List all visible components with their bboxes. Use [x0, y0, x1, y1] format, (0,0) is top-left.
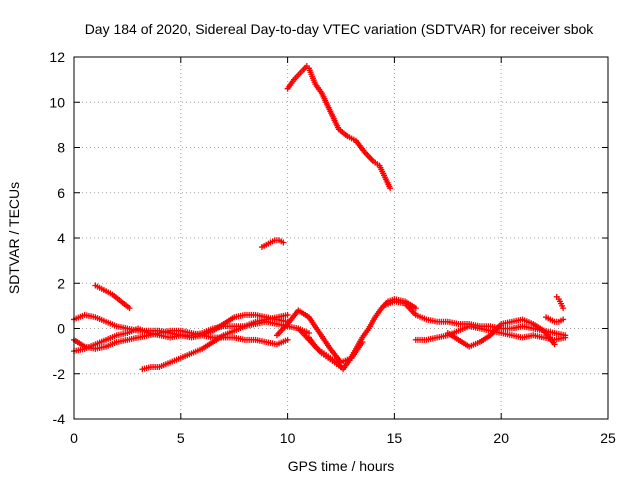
series-track-i — [295, 296, 419, 373]
y-tick-label: -4 — [53, 411, 66, 427]
x-tick-label: 25 — [600, 430, 616, 446]
x-tick-label: 20 — [493, 430, 509, 446]
series-track-m — [444, 316, 558, 350]
data-point — [412, 305, 419, 312]
series-track-d — [92, 282, 133, 312]
y-tick-label: 2 — [57, 275, 65, 291]
series-track-n — [543, 314, 567, 325]
plot-series — [71, 63, 569, 373]
x-tick-label: 10 — [280, 430, 296, 446]
data-point — [126, 305, 133, 312]
y-tick-label: -2 — [53, 366, 66, 382]
x-tick-label: 15 — [387, 430, 403, 446]
series-track-o — [553, 293, 567, 312]
data-point — [338, 363, 344, 370]
data-point — [560, 316, 567, 323]
data-point — [284, 336, 291, 343]
series-track-e — [139, 311, 291, 373]
series-track-c — [71, 318, 312, 355]
grid-lines — [74, 57, 608, 419]
y-tick-label: 6 — [57, 185, 65, 201]
data-point — [280, 239, 287, 246]
y-tick-label: 12 — [49, 49, 65, 65]
y-axis-label: SDTVAR / TECUs — [6, 182, 22, 294]
chart-title: Day 184 of 2020, Sidereal Day-to-day VTE… — [85, 21, 595, 37]
x-axis-label: GPS time / hours — [288, 458, 395, 474]
data-point — [560, 305, 567, 312]
x-tick-label: 5 — [177, 430, 185, 446]
data-point — [387, 185, 394, 192]
x-tick-label: 0 — [70, 430, 78, 446]
data-point — [562, 334, 569, 341]
series-track-g — [284, 63, 394, 192]
y-tick-label: 10 — [49, 94, 65, 110]
data-point — [284, 311, 291, 318]
data-point — [551, 341, 558, 348]
series-track-f — [258, 237, 287, 251]
y-tick-label: 0 — [57, 321, 65, 337]
axis-ticks: 0 5 10 15 20 25 -4 -2 0 2 4 6 8 10 12 — [49, 49, 616, 446]
y-tick-label: 4 — [57, 230, 65, 246]
series-track-b — [71, 327, 291, 352]
y-tick-label: 8 — [57, 140, 65, 156]
series-track-j — [305, 334, 344, 370]
